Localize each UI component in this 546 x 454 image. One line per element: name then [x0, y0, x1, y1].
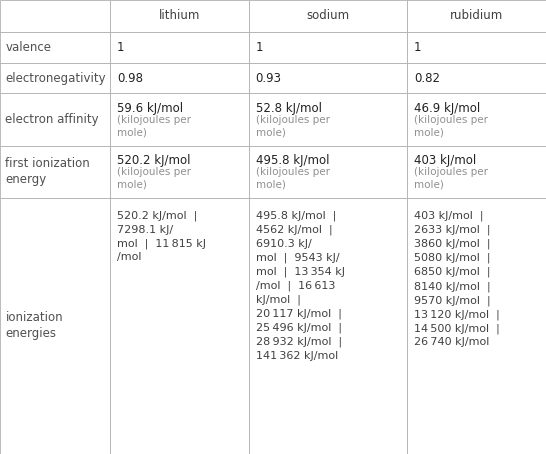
- Bar: [0, 94, 110, 146]
- Text: 1: 1: [117, 41, 124, 54]
- Text: 1: 1: [256, 41, 263, 54]
- Bar: [249, 63, 407, 94]
- Bar: [0, 198, 110, 454]
- Text: (kilojoules per
mole): (kilojoules per mole): [256, 167, 329, 190]
- Bar: [0, 146, 110, 198]
- Bar: [0, 32, 110, 63]
- Bar: [407, 198, 546, 454]
- Text: 52.8 kJ/mol: 52.8 kJ/mol: [256, 102, 322, 114]
- Bar: [249, 94, 407, 146]
- Text: lithium: lithium: [159, 10, 200, 22]
- Text: 59.6 kJ/mol: 59.6 kJ/mol: [117, 102, 183, 114]
- Text: electronegativity: electronegativity: [5, 72, 106, 84]
- Bar: [407, 0, 546, 32]
- Text: (kilojoules per
mole): (kilojoules per mole): [256, 115, 329, 138]
- Text: (kilojoules per
mole): (kilojoules per mole): [117, 115, 191, 138]
- Bar: [110, 63, 249, 94]
- Bar: [249, 198, 407, 454]
- Text: electron affinity: electron affinity: [5, 113, 99, 126]
- Text: 46.9 kJ/mol: 46.9 kJ/mol: [414, 102, 480, 114]
- Bar: [249, 32, 407, 63]
- Text: 403 kJ/mol  |
2633 kJ/mol  |
3860 kJ/mol  |
5080 kJ/mol  |
6850 kJ/mol  |
8140 k: 403 kJ/mol | 2633 kJ/mol | 3860 kJ/mol |…: [414, 211, 500, 347]
- Text: 495.8 kJ/mol: 495.8 kJ/mol: [256, 154, 329, 167]
- Bar: [110, 198, 249, 454]
- Text: ionization
energies: ionization energies: [5, 311, 63, 340]
- Text: valence: valence: [5, 41, 51, 54]
- Bar: [0, 63, 110, 94]
- Text: 0.98: 0.98: [117, 72, 143, 84]
- Bar: [110, 94, 249, 146]
- Bar: [407, 94, 546, 146]
- Text: sodium: sodium: [307, 10, 350, 22]
- Text: (kilojoules per
mole): (kilojoules per mole): [414, 167, 488, 190]
- Bar: [407, 32, 546, 63]
- Bar: [0, 0, 110, 32]
- Text: first ionization
energy: first ionization energy: [5, 157, 90, 186]
- Bar: [110, 32, 249, 63]
- Bar: [407, 146, 546, 198]
- Bar: [110, 146, 249, 198]
- Text: 520.2 kJ/mol  |
7298.1 kJ/
mol  |  11 815 kJ
/mol: 520.2 kJ/mol | 7298.1 kJ/ mol | 11 815 k…: [117, 211, 206, 262]
- Bar: [249, 146, 407, 198]
- Bar: [110, 0, 249, 32]
- Text: 1: 1: [414, 41, 422, 54]
- Text: 403 kJ/mol: 403 kJ/mol: [414, 154, 476, 167]
- Bar: [249, 0, 407, 32]
- Text: rubidium: rubidium: [450, 10, 503, 22]
- Text: (kilojoules per
mole): (kilojoules per mole): [117, 167, 191, 190]
- Text: 495.8 kJ/mol  |
4562 kJ/mol  |
6910.3 kJ/
mol  |  9543 kJ/
mol  |  13 354 kJ
/mo: 495.8 kJ/mol | 4562 kJ/mol | 6910.3 kJ/ …: [256, 211, 345, 361]
- Bar: [407, 63, 546, 94]
- Text: 0.93: 0.93: [256, 72, 282, 84]
- Text: 520.2 kJ/mol: 520.2 kJ/mol: [117, 154, 191, 167]
- Text: (kilojoules per
mole): (kilojoules per mole): [414, 115, 488, 138]
- Text: 0.82: 0.82: [414, 72, 440, 84]
